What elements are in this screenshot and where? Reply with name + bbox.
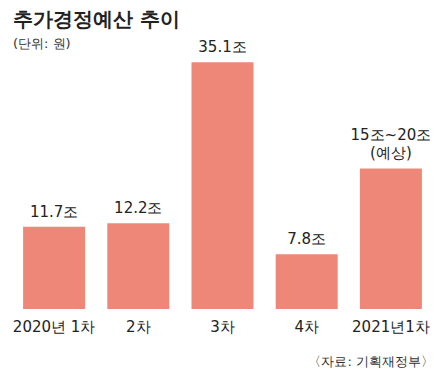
- svg-text:12.2조: 12.2조: [114, 199, 162, 217]
- svg-text:11.7조: 11.7조: [30, 203, 78, 221]
- svg-text:추가경정예산 추이: 추가경정예산 추이: [13, 7, 180, 31]
- svg-text:2차: 2차: [126, 318, 151, 336]
- svg-text:〈자료: 기획재정부〉: 〈자료: 기획재정부〉: [308, 354, 434, 369]
- svg-text:3차: 3차: [210, 318, 235, 336]
- svg-text:7.8조: 7.8조: [287, 230, 326, 248]
- svg-text:(단위: 원): (단위: 원): [13, 36, 71, 51]
- svg-text:35.1조: 35.1조: [198, 38, 246, 56]
- svg-text:4차: 4차: [294, 318, 319, 336]
- svg-text:15조~20조: 15조~20조: [351, 126, 432, 144]
- svg-text:(예상): (예상): [370, 144, 412, 162]
- svg-text:2020년 1차: 2020년 1차: [13, 318, 96, 336]
- svg-text:2021년1차: 2021년1차: [352, 318, 430, 336]
